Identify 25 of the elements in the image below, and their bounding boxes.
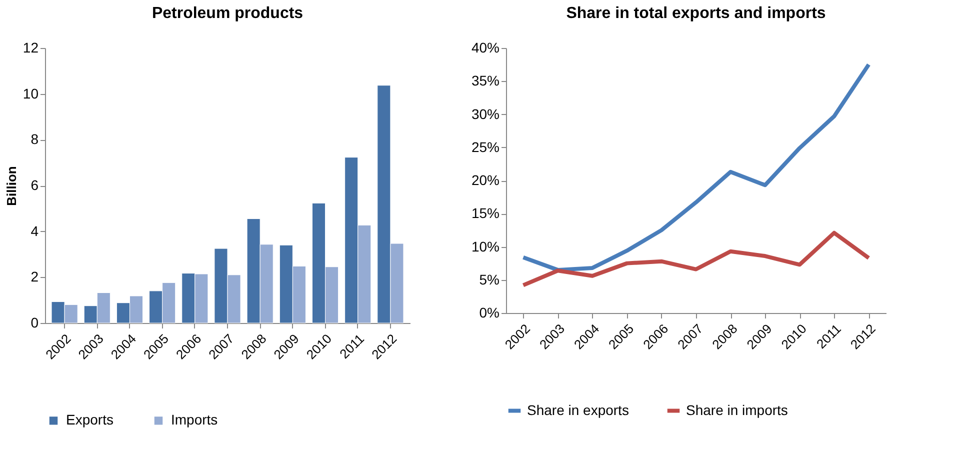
- y-tick-label: 30%: [471, 106, 500, 122]
- line-series: [521, 62, 871, 272]
- legend-label: Imports: [171, 412, 218, 428]
- y-tick-label: 35%: [471, 72, 500, 89]
- line-series: [521, 230, 871, 288]
- y-tick-label: 10: [22, 85, 39, 102]
- y-tick-label: 10%: [471, 238, 500, 254]
- y-tick-label: 25%: [471, 138, 500, 155]
- y-tick-label: 4: [30, 222, 39, 239]
- legend-label: Share in exports: [527, 402, 629, 418]
- y-axis-title: Billion: [4, 166, 19, 206]
- legend-label: Exports: [66, 412, 114, 428]
- y-tick-label: 0: [30, 314, 39, 330]
- y-tick-label: 0%: [479, 304, 500, 320]
- y-tick-label: 8: [30, 131, 39, 148]
- legend-label: Share in imports: [686, 402, 788, 418]
- y-tick-label: 5%: [479, 271, 500, 288]
- y-tick-label: 40%: [471, 40, 500, 56]
- y-tick-label: 20%: [471, 172, 500, 188]
- y-tick-label: 2: [30, 268, 39, 285]
- y-tick-label: 6: [30, 177, 39, 193]
- chart-title: Share in total exports and imports: [566, 5, 826, 22]
- y-tick-label: 15%: [471, 205, 500, 222]
- y-tick-label: 12: [22, 40, 39, 56]
- chart-title: Petroleum products: [152, 5, 304, 22]
